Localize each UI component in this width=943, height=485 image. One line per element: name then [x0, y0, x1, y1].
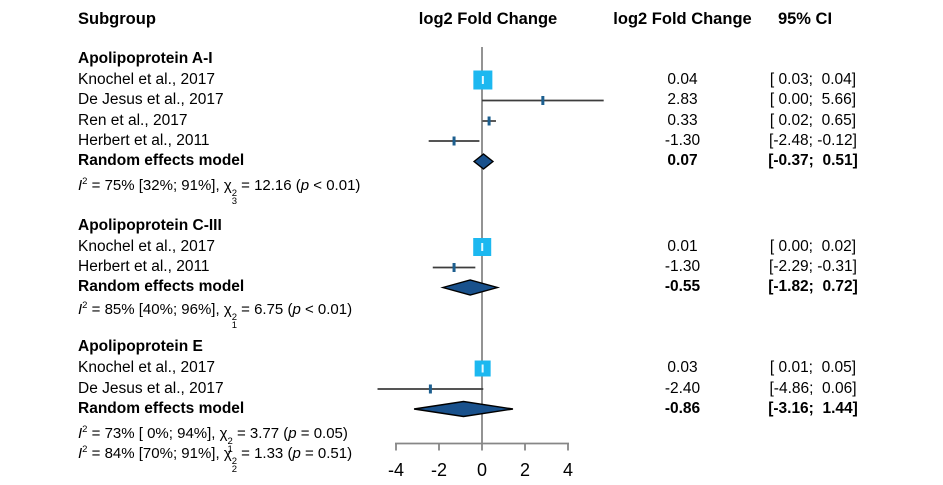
point-estimate-tick	[541, 96, 545, 105]
point-estimate-tick	[452, 263, 456, 272]
summary-effect-value: -0.55	[664, 278, 701, 295]
axis-tick-label: 0	[477, 460, 487, 480]
group-heading: Apolipoprotein C-III	[78, 217, 222, 234]
study-label: Herbert et al., 2011	[78, 258, 210, 275]
study-label: Herbert et al., 2011	[78, 132, 210, 149]
study-label: Ren et al., 2017	[78, 112, 188, 129]
column-header-subgroup: Subgroup	[78, 10, 156, 28]
study-label: Knochel et al., 2017	[78, 238, 216, 255]
axis-tick-label: 4	[563, 460, 573, 480]
weight-square	[474, 360, 491, 377]
axis-tick-label: -4	[388, 460, 404, 480]
weight-square	[473, 70, 493, 90]
ci-value: [-4.86; 0.06]	[769, 380, 857, 397]
effect-value: 0.04	[667, 71, 698, 88]
summary-effect-value: 0.07	[667, 152, 698, 169]
weight-square	[473, 238, 492, 256]
summary-ci-value: [-0.37; 0.51]	[768, 152, 858, 169]
column-header-effect: log2 Fold Change	[613, 10, 752, 28]
summary-label: Random effects model	[78, 400, 245, 417]
effect-value: 0.03	[667, 359, 698, 376]
group-heading: Apolipoprotein A-I	[78, 50, 213, 67]
summary-label: Random effects model	[78, 278, 245, 295]
axis-tick-label: -2	[431, 460, 447, 480]
ci-value: [ 0.01; 0.05]	[769, 359, 857, 376]
effect-value: 0.01	[667, 238, 698, 255]
summary-effect-value: -0.86	[664, 400, 701, 417]
ci-value: [ 0.00; 5.66]	[769, 91, 857, 108]
effect-value: 0.33	[667, 112, 698, 129]
effect-value: -2.40	[664, 380, 701, 397]
summary-diamond	[413, 400, 514, 418]
summary-label: Random effects model	[78, 152, 245, 169]
study-label: Knochel et al., 2017	[78, 71, 216, 88]
point-estimate-tick	[452, 136, 456, 146]
effect-value: -1.30	[664, 132, 701, 149]
point-estimate-tick	[487, 116, 491, 126]
study-label: De Jesus et al., 2017	[78, 91, 224, 108]
ci-value: [ 0.02; 0.65]	[769, 112, 857, 129]
summary-diamond	[472, 153, 495, 170]
axis-tick-label: 2	[520, 460, 530, 480]
study-label: De Jesus et al., 2017	[78, 380, 224, 397]
summary-ci-value: [-1.82; 0.72]	[768, 278, 858, 295]
plot-title: log2 Fold Change	[418, 10, 558, 28]
summary-ci-value: [-3.16; 1.44]	[768, 400, 858, 417]
ci-value: [-2.48; -0.12]	[769, 132, 857, 149]
study-label: Knochel et al., 2017	[78, 359, 216, 376]
ci-value: [ 0.00; 0.02]	[769, 238, 857, 255]
point-estimate-tick	[428, 384, 432, 394]
column-header-ci: 95% CI	[777, 10, 833, 28]
group-heading: Apolipoprotein E	[78, 338, 203, 355]
ci-value: [ 0.03; 0.04]	[769, 71, 857, 88]
effect-value: -1.30	[664, 258, 701, 275]
summary-diamond	[440, 279, 501, 296]
effect-value: 2.83	[667, 91, 698, 108]
ci-value: [-2.29; -0.31]	[769, 258, 857, 275]
